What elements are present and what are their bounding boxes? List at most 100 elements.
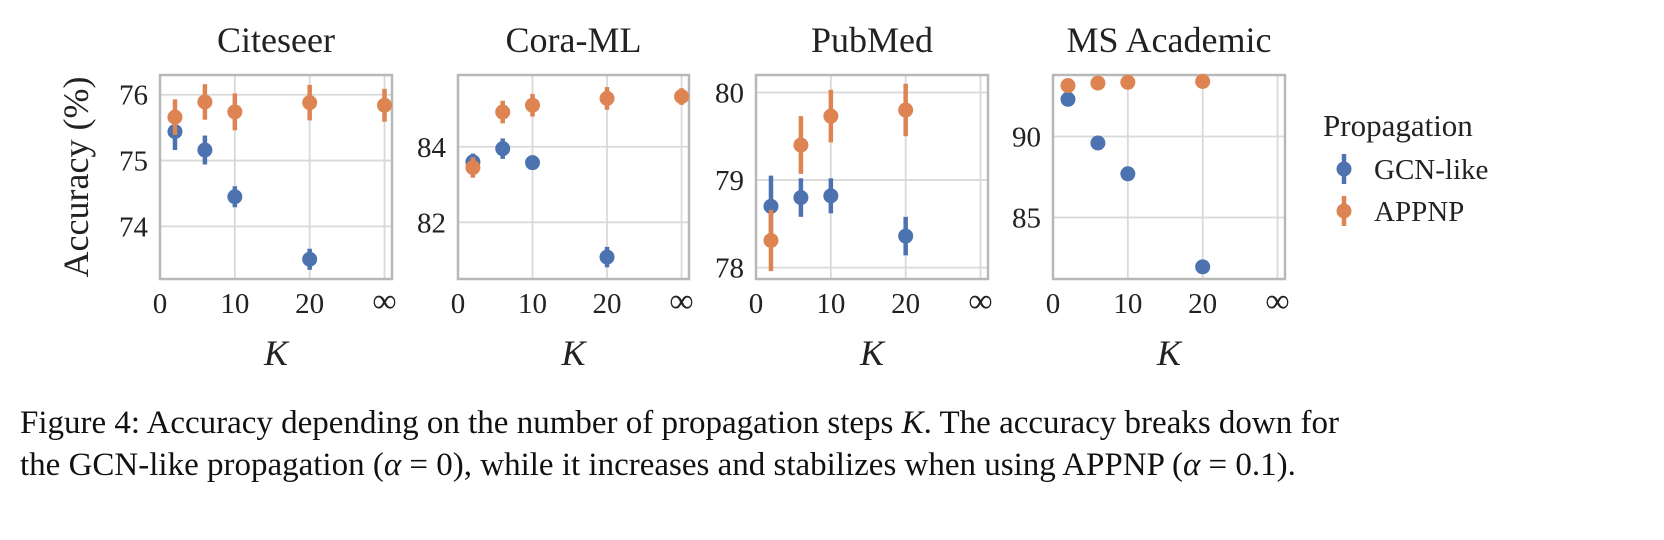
x-axis-label: K <box>859 333 886 373</box>
caption-alpha-symbol: α <box>1182 447 1201 483</box>
data-point <box>793 190 809 206</box>
x-tick-label: 0 <box>1046 288 1061 320</box>
data-point <box>495 141 511 157</box>
data-point <box>167 109 183 125</box>
data-point <box>1060 78 1076 94</box>
data-point <box>599 90 615 106</box>
x-axis-label: K <box>263 333 290 373</box>
data-point <box>1060 91 1076 107</box>
data-point <box>1120 74 1136 90</box>
x-tick-label: 10 <box>1113 288 1142 320</box>
data-point <box>674 89 690 105</box>
x-tick-label: 10 <box>816 288 845 320</box>
x-tick-label: ∞ <box>669 283 693 320</box>
data-point <box>1090 135 1106 151</box>
caption-alpha-symbol: α <box>383 447 402 483</box>
caption-variable-k: K <box>901 405 924 441</box>
x-tick-label: ∞ <box>1265 283 1289 320</box>
x-tick-label: ∞ <box>968 283 992 320</box>
data-point <box>763 198 779 214</box>
data-point <box>197 94 213 110</box>
data-point <box>793 137 809 153</box>
data-point <box>763 232 779 248</box>
data-point <box>302 95 318 111</box>
series-gcn-like <box>1060 91 1211 275</box>
y-tick-label: 84 <box>417 132 447 164</box>
panel-pubmed: PubMed 0 10 20 ∞ 78 79 80 K <box>715 20 993 373</box>
x-tick-label: 10 <box>518 288 547 320</box>
data-point <box>898 102 914 118</box>
series-appnp <box>763 83 914 272</box>
data-point <box>302 251 318 267</box>
data-point <box>1120 166 1136 182</box>
legend-entry-gcn-like: GCN-like <box>1336 154 1488 186</box>
y-tick-label: 74 <box>119 211 149 243</box>
series-gcn-like <box>167 113 318 270</box>
data-point <box>495 104 511 120</box>
data-point <box>525 97 541 113</box>
x-tick-label: ∞ <box>372 283 396 320</box>
data-point <box>1195 259 1211 275</box>
data-point <box>898 228 914 244</box>
panel-title: Cora-ML <box>506 20 642 60</box>
x-axis-label: K <box>1156 333 1183 373</box>
legend-entry-appnp: APPNP <box>1336 196 1464 228</box>
data-point <box>1195 73 1211 89</box>
legend: Propagation GCN-like APPNP <box>1323 108 1488 228</box>
series-appnp <box>1060 73 1211 94</box>
data-point <box>377 97 393 113</box>
series-appnp <box>465 87 690 178</box>
x-tick-label: 20 <box>1188 288 1217 320</box>
legend-label: GCN-like <box>1374 154 1488 186</box>
plot-frame <box>158 73 394 281</box>
y-tick-label: 90 <box>1012 122 1041 154</box>
data-point <box>227 104 243 120</box>
caption-line-2: the GCN-like propagation (α = 0), while … <box>20 444 1650 486</box>
data-point <box>1090 75 1106 91</box>
panel-cora-ml: Cora-ML 0 10 20 ∞ 82 84 K <box>417 20 694 373</box>
plot-frame <box>754 73 990 281</box>
x-tick-label: 20 <box>295 288 324 320</box>
panel-title: MS Academic <box>1067 20 1272 60</box>
x-axis-label: K <box>560 333 587 373</box>
x-tick-label: 0 <box>153 288 168 320</box>
caption-line-1-text-b: . The accuracy breaks down for <box>923 405 1339 441</box>
legend-marker <box>1336 203 1352 219</box>
data-point <box>465 160 481 176</box>
panel-title: PubMed <box>811 20 933 60</box>
legend-marker <box>1336 161 1352 177</box>
caption-line-2-text-a: the GCN-like propagation ( <box>20 447 384 483</box>
data-point <box>823 108 839 124</box>
y-tick-label: 80 <box>715 78 744 110</box>
data-point <box>227 189 243 205</box>
figure-caption: Figure 4: Accuracy depending on the numb… <box>20 402 1650 486</box>
figure-4-chart: Citeseer 0 10 20 ∞ 74 75 76 K Cora-ML 0 10 20 ∞ 82 84 K P… <box>56 20 1488 373</box>
panel-citeseer: Citeseer 0 10 20 ∞ 74 75 76 K <box>119 20 397 373</box>
data-point <box>823 188 839 204</box>
caption-line-2-text-b: = 0), while it increases and stabilizes … <box>401 447 1183 483</box>
x-tick-label: 20 <box>593 288 622 320</box>
y-tick-label: 82 <box>417 207 446 239</box>
x-tick-label: 10 <box>220 288 249 320</box>
legend-label: APPNP <box>1374 196 1464 228</box>
series-gcn-like <box>465 138 615 268</box>
series-appnp <box>167 84 393 135</box>
y-tick-label: 79 <box>715 165 744 197</box>
y-tick-label: 75 <box>119 146 148 178</box>
y-tick-label: 85 <box>1012 202 1041 234</box>
data-point <box>525 155 541 171</box>
series-gcn-like <box>763 175 914 256</box>
plot-frame <box>1051 73 1287 281</box>
x-tick-label: 0 <box>749 288 764 320</box>
data-point <box>599 249 615 265</box>
plot-frame <box>456 73 691 281</box>
y-axis-label: Accuracy (%) <box>56 77 96 278</box>
y-tick-label: 76 <box>119 80 148 112</box>
caption-line-2-text-c: = 0.1). <box>1200 447 1296 483</box>
data-point <box>197 142 213 158</box>
panel-ms-academic: MS Academic 0 10 20 ∞ 85 90 K <box>1012 20 1290 373</box>
legend-title: Propagation <box>1323 108 1473 143</box>
caption-line-1: Figure 4: Accuracy depending on the numb… <box>20 402 1650 444</box>
panel-title: Citeseer <box>217 20 335 60</box>
caption-line-1-text-a: Figure 4: Accuracy depending on the numb… <box>20 405 902 441</box>
